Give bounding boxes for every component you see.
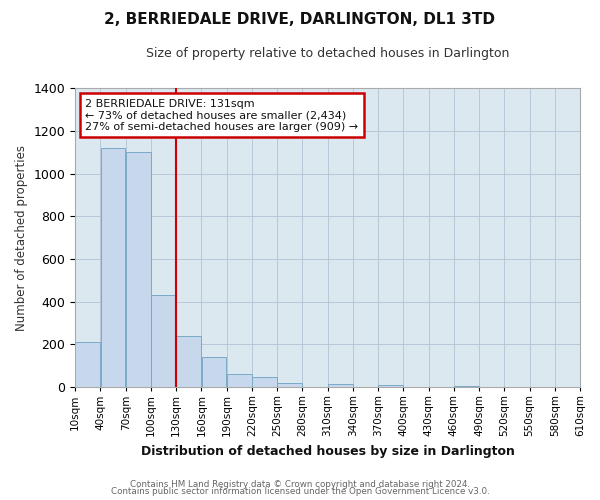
Bar	[176, 336, 201, 387]
Bar	[454, 386, 479, 387]
Bar	[126, 152, 151, 387]
Bar	[328, 384, 353, 387]
Bar	[101, 148, 125, 387]
Title: Size of property relative to detached houses in Darlington: Size of property relative to detached ho…	[146, 48, 509, 60]
Text: 2, BERRIEDALE DRIVE, DARLINGTON, DL1 3TD: 2, BERRIEDALE DRIVE, DARLINGTON, DL1 3TD	[104, 12, 496, 28]
Bar	[76, 342, 100, 387]
Bar	[202, 358, 226, 387]
Text: Contains HM Land Registry data © Crown copyright and database right 2024.: Contains HM Land Registry data © Crown c…	[130, 480, 470, 489]
Bar	[151, 296, 176, 387]
X-axis label: Distribution of detached houses by size in Darlington: Distribution of detached houses by size …	[140, 444, 515, 458]
Text: 2 BERRIEDALE DRIVE: 131sqm
← 73% of detached houses are smaller (2,434)
27% of s: 2 BERRIEDALE DRIVE: 131sqm ← 73% of deta…	[85, 98, 358, 132]
Bar	[252, 377, 277, 387]
Bar	[227, 374, 251, 387]
Bar	[378, 385, 403, 387]
Y-axis label: Number of detached properties: Number of detached properties	[15, 144, 28, 330]
Text: Contains public sector information licensed under the Open Government Licence v3: Contains public sector information licen…	[110, 488, 490, 496]
Bar	[277, 382, 302, 387]
